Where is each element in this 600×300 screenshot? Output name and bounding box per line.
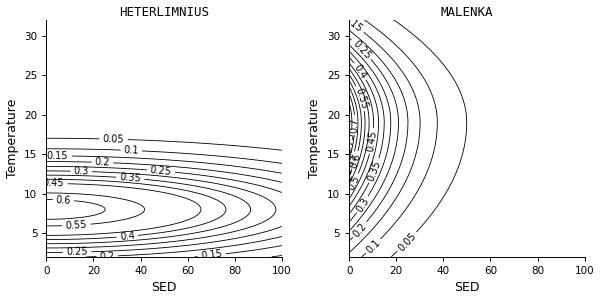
Text: 0.55: 0.55 <box>353 86 369 110</box>
Text: 0.6: 0.6 <box>56 195 71 206</box>
Text: 0.2: 0.2 <box>351 220 368 239</box>
Text: 0.25: 0.25 <box>149 165 172 177</box>
Text: 0.2: 0.2 <box>95 157 110 168</box>
Text: 0.2: 0.2 <box>99 251 115 262</box>
Text: 0.15: 0.15 <box>341 13 364 34</box>
Text: 0.25: 0.25 <box>350 38 373 61</box>
Text: 0.35: 0.35 <box>119 172 142 184</box>
Text: 0.35: 0.35 <box>366 159 383 182</box>
Text: 0.65: 0.65 <box>343 152 359 176</box>
Text: 0.4: 0.4 <box>352 62 369 80</box>
Text: 0.1: 0.1 <box>364 237 382 255</box>
Text: 0.5: 0.5 <box>346 174 362 192</box>
X-axis label: SED: SED <box>454 281 479 294</box>
Text: 0.55: 0.55 <box>65 220 88 231</box>
Y-axis label: Temperature: Temperature <box>308 99 322 178</box>
Text: 0.6: 0.6 <box>349 152 362 169</box>
Text: 0.75: 0.75 <box>344 131 356 154</box>
Text: 0.3: 0.3 <box>354 195 371 214</box>
Text: 0.3: 0.3 <box>73 166 89 177</box>
Title: MALENKA: MALENKA <box>440 6 493 19</box>
Text: 0.15: 0.15 <box>47 151 68 161</box>
Text: 0.15: 0.15 <box>200 249 223 261</box>
Text: 0.45: 0.45 <box>43 178 64 189</box>
Text: 0.45: 0.45 <box>365 130 379 152</box>
Text: 0.25: 0.25 <box>66 247 88 257</box>
Title: HETERLIMNIUS: HETERLIMNIUS <box>119 6 209 19</box>
X-axis label: SED: SED <box>151 281 177 294</box>
Text: 0.7: 0.7 <box>350 117 360 133</box>
Text: 0.05: 0.05 <box>103 134 125 145</box>
Text: 0.05: 0.05 <box>396 231 418 253</box>
Text: 0.1: 0.1 <box>124 145 139 156</box>
Y-axis label: Temperature: Temperature <box>5 99 19 178</box>
Text: 0.4: 0.4 <box>119 231 135 242</box>
